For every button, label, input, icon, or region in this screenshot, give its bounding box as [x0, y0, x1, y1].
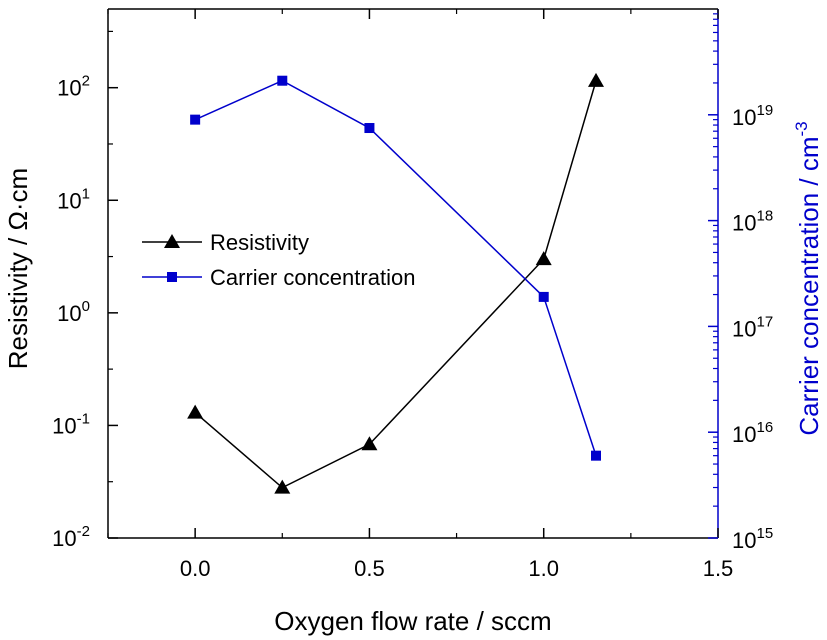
right-axis-title-text: Carrier concentration / cm: [794, 137, 824, 436]
x-axis-title: Oxygen flow rate / sccm: [274, 606, 551, 636]
left-axis-title: Resistivity / Ω·cm: [3, 168, 33, 369]
left-y-tick-label: 102: [57, 73, 90, 101]
data-point: [190, 114, 201, 125]
right-y-tick-label-base: 10: [732, 316, 756, 341]
left-y-tick-label-base: 10: [57, 76, 81, 101]
x-tick-label: 1.5: [703, 556, 734, 581]
right-axis-title-exponent: -3: [792, 121, 811, 136]
right-y-tick-label: 1018: [732, 208, 773, 236]
right-axis-title: Carrier concentration / cm-3: [792, 121, 824, 435]
axes-layer: 0.0 0.5 1.0 1.510-210-110010110210151016101…: [3, 9, 824, 636]
left-y-tick-label-exponent: 2: [82, 73, 90, 90]
legend-marker: [164, 234, 180, 248]
data-point: [538, 291, 549, 302]
right-y-tick-label-base: 10: [732, 211, 756, 236]
legend-marker: [167, 272, 177, 282]
data-point: [187, 404, 204, 419]
left-y-tick-label-base: 10: [52, 526, 76, 551]
legend-item: Resistivity: [142, 230, 309, 255]
legend-label: Resistivity: [210, 230, 309, 255]
right-y-tick-label-exponent: 19: [756, 102, 773, 119]
left-y-tick-label: 100: [57, 298, 90, 326]
right-y-tick-label: 1016: [732, 419, 773, 447]
left-y-tick-label: 10-2: [52, 523, 90, 551]
left-y-tick-label-exponent: -2: [77, 523, 90, 540]
right-y-tick-label-base: 10: [732, 105, 756, 130]
right-y-tick-label: 1015: [732, 525, 773, 553]
right-y-tick-label-exponent: 17: [756, 313, 773, 330]
left-y-tick-label-base: 10: [57, 188, 81, 213]
series-carrier-concentration: [190, 75, 601, 461]
left-y-tick-label-exponent: 0: [82, 298, 90, 315]
legend-label: Carrier concentration: [210, 265, 415, 290]
x-tick-label: 1.0: [528, 556, 559, 581]
legend: Resistivity Carrier concentration: [142, 230, 415, 290]
right-y-tick-label: 1019: [732, 102, 773, 130]
right-y-tick-label-exponent: 16: [756, 419, 773, 436]
left-y-tick-label-exponent: -1: [77, 410, 90, 427]
right-y-tick-label-base: 10: [732, 422, 756, 447]
data-point: [361, 436, 378, 451]
legend-item: Carrier concentration: [142, 265, 415, 290]
data-point: [274, 479, 291, 494]
left-y-tick-label-base: 10: [52, 413, 76, 438]
series-resistivity: [187, 72, 604, 494]
left-y-tick-label: 101: [57, 185, 90, 213]
right-y-tick-label-exponent: 15: [756, 525, 773, 542]
right-y-tick-label-exponent: 18: [756, 208, 773, 225]
data-point: [277, 75, 288, 86]
plot-area: [107, 8, 719, 539]
x-tick-label: 0.5: [354, 556, 385, 581]
left-y-tick-label-base: 10: [57, 301, 81, 326]
series-layer: [187, 72, 604, 494]
x-tick-label: 0.0: [180, 556, 211, 581]
right-y-tick-label-base: 10: [732, 528, 756, 553]
right-y-tick-label: 1017: [732, 313, 773, 341]
data-point: [364, 123, 375, 134]
data-point: [591, 450, 601, 461]
left-y-tick-label-exponent: 1: [82, 185, 90, 202]
data-point: [588, 72, 604, 87]
data-point: [535, 251, 552, 266]
left-y-tick-label: 10-1: [52, 410, 90, 438]
